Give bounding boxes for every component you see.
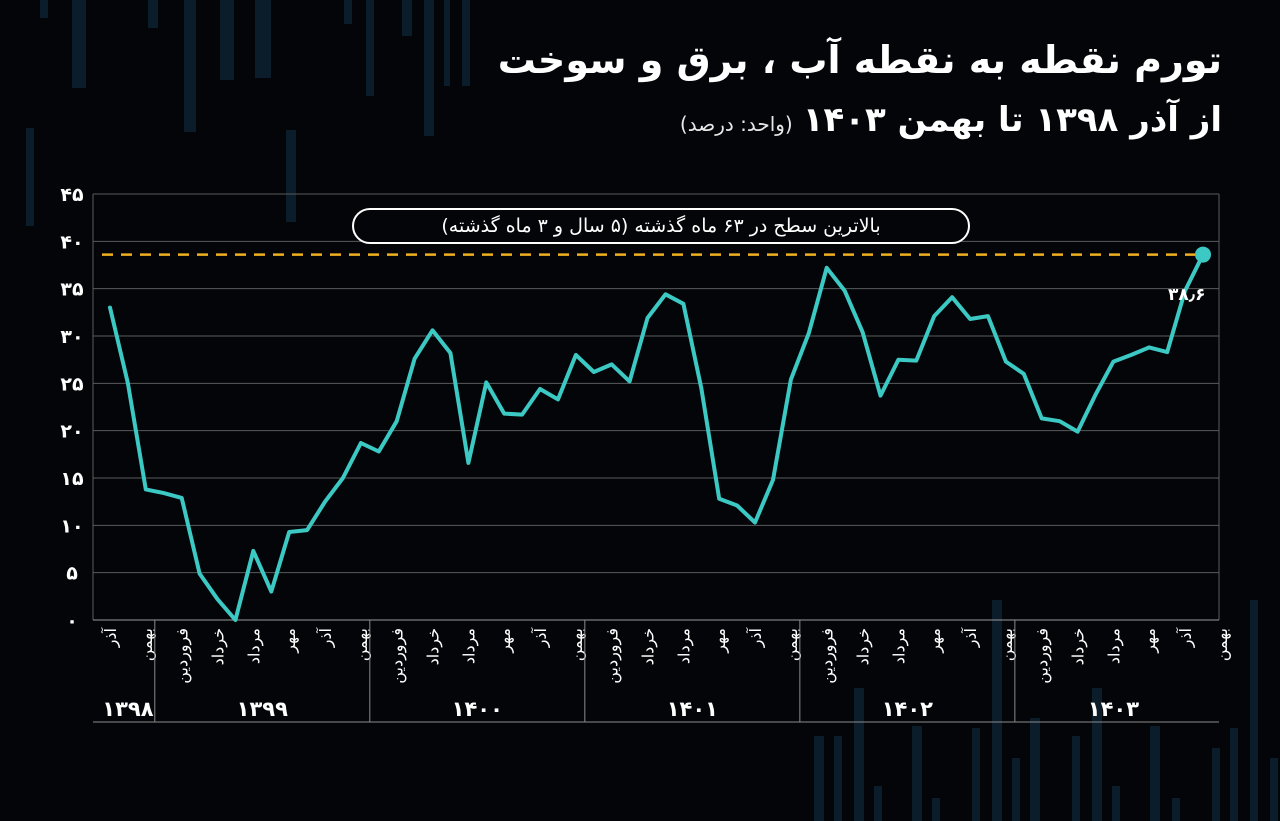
background-bar xyxy=(220,0,234,80)
x-tick-label: خرداد xyxy=(424,628,444,665)
x-tick-label: آذر xyxy=(101,626,121,648)
background-bar xyxy=(286,130,296,222)
background-bar xyxy=(402,0,412,36)
y-tick-label: ۱۰ xyxy=(60,515,83,537)
background-bar xyxy=(814,736,824,821)
x-tick-label: بهمن xyxy=(997,628,1017,661)
x-tick-label: خرداد xyxy=(854,628,874,665)
chart-subtitle: از آذر ۱۳۹۸ تا بهمن ۱۴۰۳ (واحد: درصد) xyxy=(680,100,1222,140)
background-bar xyxy=(1212,748,1220,821)
subtitle-period: از آذر ۱۳۹۸ تا بهمن ۱۴۰۳ xyxy=(802,100,1222,140)
x-tick-label: آذر xyxy=(961,626,981,648)
x-tick-label: مهر xyxy=(1140,628,1160,654)
x-tick-label: بهمن xyxy=(782,628,802,661)
x-tick-label: خرداد xyxy=(1069,628,1089,665)
x-tick-label: خرداد xyxy=(209,628,229,665)
year-label: ۱۴۰۲ xyxy=(882,697,933,721)
background-bar xyxy=(424,0,434,136)
background-bar xyxy=(912,726,922,821)
x-tick-label: مرداد xyxy=(674,628,694,664)
background-bar xyxy=(1230,728,1238,821)
x-tick-label: فروردین xyxy=(388,628,408,684)
background-bar xyxy=(854,688,864,821)
background-bar xyxy=(366,0,374,96)
chart-title: تورم نقطه به نقطه آب ، برق و سوخت xyxy=(497,38,1222,82)
x-tick-label: آذر xyxy=(531,626,551,648)
y-tick-label: ۳۵ xyxy=(60,279,84,301)
background-bar xyxy=(184,0,196,132)
x-tick-label: فروردین xyxy=(603,628,623,684)
y-tick-label: ۱۵ xyxy=(60,468,84,490)
y-tick-label: ۰ xyxy=(66,610,78,632)
x-tick-label: مهر xyxy=(495,628,515,654)
background-bar xyxy=(1270,758,1278,821)
x-tick-label: مرداد xyxy=(244,628,264,664)
background-bar xyxy=(1030,718,1040,821)
x-tick-label: مرداد xyxy=(459,628,479,664)
last-value-label: ۳۸٫۶ xyxy=(1168,285,1206,305)
max-level-annotation: بالاترین سطح در ۶۳ ماه گذشته (۵ سال و ۳ … xyxy=(352,208,970,244)
background-bar xyxy=(148,0,158,28)
background-bar xyxy=(344,0,352,24)
x-tick-label: فروردین xyxy=(1033,628,1053,684)
x-tick-label: فروردین xyxy=(818,628,838,684)
year-label: ۱۴۰۱ xyxy=(667,697,718,721)
x-tick-label: مرداد xyxy=(1104,628,1124,664)
x-tick-label: فروردین xyxy=(173,628,193,684)
x-tick-label: آذر xyxy=(1176,626,1196,648)
x-tick-label: مهر xyxy=(925,628,945,654)
background-bar xyxy=(72,0,86,88)
year-label: ۱۳۹۸ xyxy=(102,697,153,721)
background-bar xyxy=(462,0,470,86)
x-tick-label: بهمن xyxy=(1212,628,1232,661)
year-label: ۱۴۰۳ xyxy=(1088,697,1139,721)
x-tick-label: بهمن xyxy=(567,628,587,661)
year-label: ۱۴۰۰ xyxy=(452,697,503,721)
y-tick-label: ۲۵ xyxy=(60,373,84,395)
background-bar xyxy=(26,128,34,226)
last-point-marker xyxy=(1195,246,1211,263)
background-bar xyxy=(1150,726,1160,821)
background-bar xyxy=(972,728,980,821)
background-bar xyxy=(255,0,271,78)
x-tick-label: آذر xyxy=(316,626,336,648)
x-tick-label: خرداد xyxy=(639,628,659,665)
background-bar xyxy=(1092,688,1102,821)
background-bar xyxy=(1112,786,1120,821)
x-tick-label: مهر xyxy=(710,628,730,654)
x-tick-label: بهمن xyxy=(352,628,372,661)
y-tick-label: ۴۰ xyxy=(60,231,83,253)
y-tick-label: ۴۵ xyxy=(60,184,84,206)
background-bar xyxy=(40,0,48,18)
y-tick-label: ۲۰ xyxy=(60,421,83,443)
background-bar xyxy=(992,600,1002,821)
background-bar xyxy=(834,736,842,821)
background-bar xyxy=(1012,758,1020,821)
background-bar xyxy=(1072,736,1080,821)
background-bar xyxy=(1250,600,1258,821)
x-tick-label: آذر xyxy=(746,626,766,648)
subtitle-unit: (واحد: درصد) xyxy=(679,112,793,136)
background-bar xyxy=(444,0,450,86)
x-tick-label: مرداد xyxy=(889,628,909,664)
x-tick-label: بهمن xyxy=(137,628,157,661)
year-label: ۱۳۹۹ xyxy=(237,697,288,721)
background-bar xyxy=(932,798,940,821)
series-line xyxy=(108,252,1205,622)
background-bar xyxy=(1172,798,1180,821)
x-tick-label: مهر xyxy=(280,628,300,654)
background-bar xyxy=(874,786,882,821)
y-tick-label: ۵ xyxy=(66,563,78,585)
y-tick-label: ۳۰ xyxy=(60,326,83,348)
